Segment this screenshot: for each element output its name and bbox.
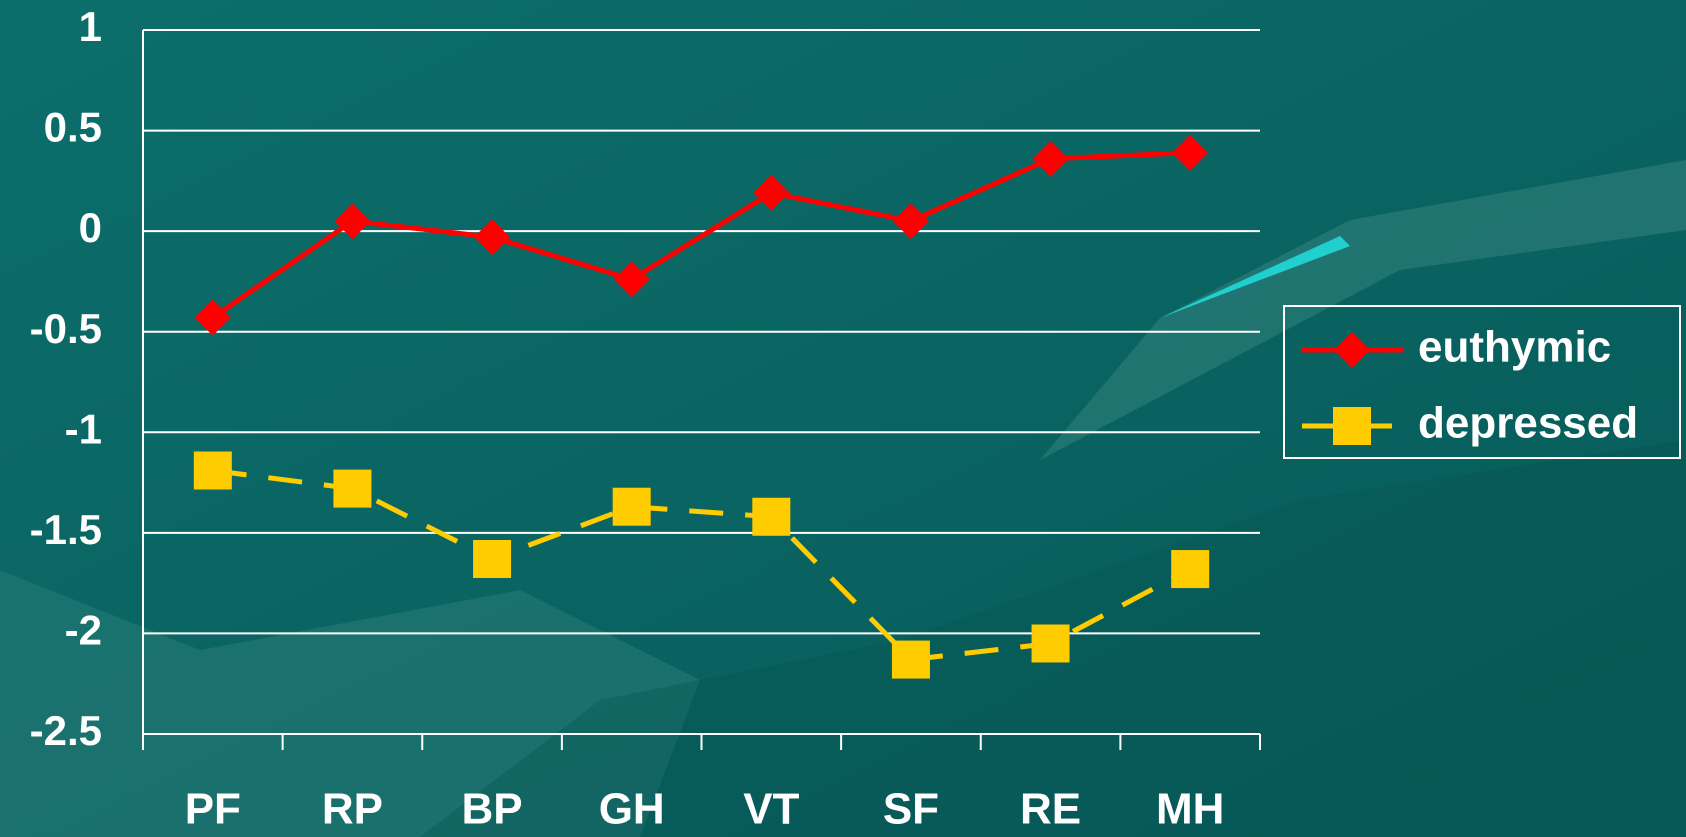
data-point [613,261,650,298]
y-tick-label: -2 [65,607,102,654]
data-point [194,299,231,336]
data-point [1032,140,1069,177]
data-point [891,640,930,679]
y-tick-label: 0.5 [44,104,102,151]
x-tick-label: SF [883,785,939,834]
x-tick-label: PF [185,785,241,834]
data-point [752,497,791,536]
legend-marker [1334,332,1370,368]
y-tick-label: -1.5 [30,506,102,553]
x-tick-label: MH [1156,785,1224,834]
data-point [612,487,651,526]
data-point [892,203,929,240]
legend-marker [1333,407,1371,445]
legend-box [1283,305,1681,459]
data-point [193,451,232,490]
data-point [334,203,371,240]
decoration [1160,236,1350,318]
legend-label: euthymic [1418,323,1611,372]
data-point [473,540,512,579]
x-tick-label: RE [1020,785,1081,834]
x-tick-label: GH [599,785,665,834]
y-tick-label: -1 [65,405,102,452]
series-line [212,468,1192,663]
y-tick-label: -0.5 [30,305,102,352]
y-tick-label: 1 [79,3,102,50]
data-point [1172,134,1209,171]
y-tick-label: 0 [79,204,102,251]
decoration [1040,160,1686,460]
x-tick-label: RP [322,785,383,834]
data-point [1031,624,1070,663]
data-point [474,219,511,256]
data-point [333,469,372,508]
decoration [0,570,700,837]
data-point [753,174,790,211]
x-tick-label: BP [462,785,523,834]
data-point [1171,550,1210,589]
y-tick-label: -2.5 [30,707,102,754]
series-line [211,150,1191,320]
x-tick-label: VT [743,785,799,834]
legend-label: depressed [1418,399,1638,448]
